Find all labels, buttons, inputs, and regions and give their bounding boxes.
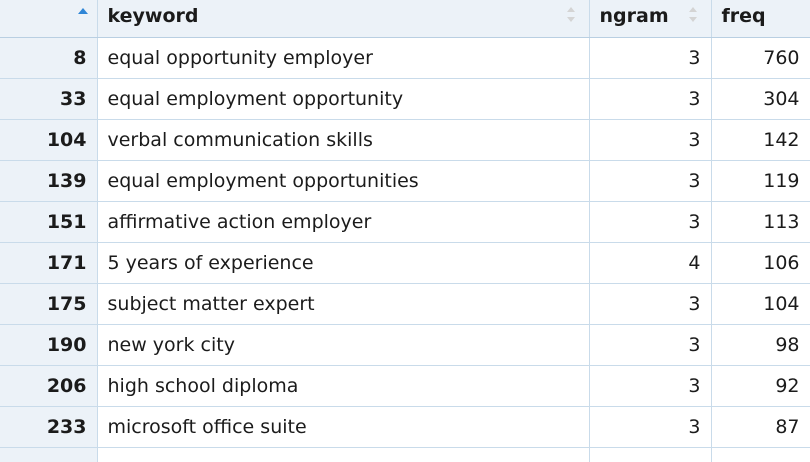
keyword-cell: affirmative action employer (97, 201, 590, 243)
freq-cell: 304 (711, 78, 810, 120)
row-index: 171 (0, 242, 98, 284)
freq-cell: 104 (711, 283, 810, 325)
keyword-cell (97, 447, 590, 462)
column-header-label: ngram (599, 5, 669, 27)
ngram-cell: 3 (589, 160, 712, 202)
ngram-cell: 4 (589, 242, 712, 284)
header-row: keyword ngram freq (0, 0, 810, 38)
freq-cell: 119 (711, 160, 810, 202)
row-index: 104 (0, 119, 98, 161)
freq-cell: 106 (711, 242, 810, 284)
table-row[interactable]: 233 microsoft office suite 3 87 (0, 406, 810, 448)
column-header-label: keyword (107, 5, 199, 27)
row-index (0, 447, 98, 462)
row-index: 151 (0, 201, 98, 243)
freq-cell: 92 (711, 365, 810, 407)
table-row[interactable]: 151 affirmative action employer 3 113 (0, 201, 810, 243)
keyword-cell: high school diploma (97, 365, 590, 407)
table-row[interactable]: 104 verbal communication skills 3 142 (0, 119, 810, 161)
ngram-cell: 3 (589, 119, 712, 161)
keyword-cell: equal employment opportunity (97, 78, 590, 120)
freq-cell: 87 (711, 406, 810, 448)
freq-cell: 760 (711, 37, 810, 79)
sort-toggle-icon[interactable] (688, 6, 699, 26)
table-row[interactable]: 175 subject matter expert 3 104 (0, 283, 810, 325)
column-header-index[interactable] (0, 0, 98, 38)
table-row[interactable]: 8 equal opportunity employer 3 760 (0, 37, 810, 79)
ngram-cell: 3 (589, 365, 712, 407)
freq-cell: 98 (711, 324, 810, 366)
row-index: 33 (0, 78, 98, 120)
freq-cell: 142 (711, 119, 810, 161)
column-header-freq[interactable]: freq (711, 0, 810, 38)
sort-ascending-icon[interactable] (78, 8, 88, 14)
ngram-cell: 3 (589, 324, 712, 366)
keyword-cell: new york city (97, 324, 590, 366)
ngram-cell: 3 (589, 406, 712, 448)
keyword-cell: equal employment opportunities (97, 160, 590, 202)
row-index: 233 (0, 406, 98, 448)
column-header-label: freq (721, 5, 766, 27)
keyword-cell: verbal communication skills (97, 119, 590, 161)
sort-toggle-icon[interactable] (566, 6, 577, 26)
ngram-cell: 3 (589, 283, 712, 325)
keyword-cell: 5 years of experience (97, 242, 590, 284)
ngram-cell: 3 (589, 78, 712, 120)
row-index: 139 (0, 160, 98, 202)
table-row[interactable]: 171 5 years of experience 4 106 (0, 242, 810, 284)
table-row[interactable]: 190 new york city 3 98 (0, 324, 810, 366)
table-row[interactable]: 139 equal employment opportunities 3 119 (0, 160, 810, 202)
row-index: 190 (0, 324, 98, 366)
keyword-cell: microsoft office suite (97, 406, 590, 448)
column-header-keyword[interactable]: keyword (97, 0, 590, 38)
ngram-cell (589, 447, 712, 462)
table-row-partial (0, 447, 810, 462)
row-index: 175 (0, 283, 98, 325)
table-row[interactable]: 33 equal employment opportunity 3 304 (0, 78, 810, 120)
column-header-ngram[interactable]: ngram (589, 0, 712, 38)
ngram-cell: 3 (589, 201, 712, 243)
table-row[interactable]: 206 high school diploma 3 92 (0, 365, 810, 407)
keyword-cell: subject matter expert (97, 283, 590, 325)
keyword-cell: equal opportunity employer (97, 37, 590, 79)
freq-cell (711, 447, 810, 462)
row-index: 206 (0, 365, 98, 407)
ngram-cell: 3 (589, 37, 712, 79)
row-index: 8 (0, 37, 98, 79)
freq-cell: 113 (711, 201, 810, 243)
